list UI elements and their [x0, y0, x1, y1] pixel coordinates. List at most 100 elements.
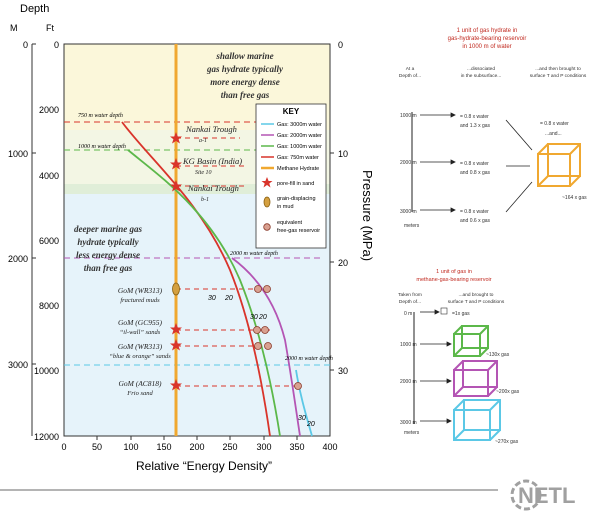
- wd1000-label: 1000 m water depth: [78, 144, 126, 150]
- free-gas-marker: [254, 285, 262, 293]
- svg-text:~270x gas: ~270x gas: [495, 439, 519, 445]
- x-tick: 250: [222, 442, 237, 452]
- mpa-tick: 10: [338, 149, 348, 159]
- free-gas-marker: [263, 285, 271, 293]
- x-axis-title: Relative “Energy Density”: [136, 459, 272, 473]
- m-tick: 2000: [8, 254, 28, 264]
- svg-text:3000 m: 3000 m: [400, 209, 417, 215]
- svg-text:~130x gas: ~130x gas: [486, 352, 510, 358]
- ft-tick: 4000: [39, 171, 59, 181]
- svg-text:...and brought to: ...and brought to: [459, 292, 494, 298]
- key-label-2000: Gas: 2000m water: [277, 133, 322, 139]
- grain-displacing-marker: [172, 282, 180, 296]
- svg-text:= 0.8 x water: = 0.8 x water: [540, 121, 569, 127]
- svg-text:1000 m: 1000 m: [400, 342, 417, 348]
- curve-label: 30: [250, 314, 258, 321]
- svg-text:...and...: ...and...: [545, 131, 562, 137]
- m-tick: 0: [23, 40, 28, 50]
- svg-text:hydrate typically: hydrate typically: [77, 237, 139, 247]
- netl-logo: NETL: [510, 479, 575, 511]
- m-unit-label: M: [10, 23, 18, 33]
- mpa-tick: 0: [338, 40, 343, 50]
- svg-text:in mud: in mud: [277, 204, 294, 210]
- svg-text:surface T and P conditions: surface T and P conditions: [448, 299, 505, 305]
- svg-text:Taken from: Taken from: [398, 292, 422, 298]
- svg-text:...and then brought to: ...and then brought to: [535, 66, 581, 72]
- key-grain-icon: [263, 196, 271, 208]
- mpa-ticks: 0 10 20 30: [338, 40, 348, 376]
- svg-text:~200x gas: ~200x gas: [496, 389, 520, 395]
- x-tick: 50: [92, 442, 102, 452]
- x-tick: 100: [123, 442, 138, 452]
- svg-text:1000 m: 1000 m: [400, 113, 417, 119]
- key-title: KEY: [283, 107, 300, 116]
- deeper-annotation: deeper marine gas hydrate typically less…: [74, 224, 142, 273]
- ft-unit-label: Ft: [46, 23, 54, 33]
- svg-text:in the subsurface...: in the subsurface...: [461, 73, 502, 79]
- gas-cube-2000m: [453, 360, 498, 397]
- x-ticks: 0 50 100 150 200 250 300 350 400: [61, 442, 337, 452]
- svg-text:0 m: 0 m: [404, 311, 412, 317]
- svg-text:= 0.8 x water: = 0.8 x water: [460, 161, 489, 167]
- svg-text:and 0.6 x gas: and 0.6 x gas: [460, 218, 491, 224]
- star-marker: [170, 323, 182, 335]
- star-marker: [170, 379, 182, 391]
- svg-text:methane-gas-bearing reservoir: methane-gas-bearing reservoir: [416, 277, 491, 283]
- site-labels: Nankai Trough a-1 KG Basin (India) Site …: [109, 124, 242, 397]
- svg-text:in 1000 m of water: in 1000 m of water: [462, 44, 511, 50]
- star-marker: [170, 339, 182, 351]
- x-tick: 350: [289, 442, 304, 452]
- svg-text:2000 m: 2000 m: [400, 160, 417, 166]
- svg-text:2000 m: 2000 m: [400, 379, 417, 385]
- x-tick: 150: [156, 442, 171, 452]
- kg-basin-label: KG Basin (India): [182, 156, 242, 166]
- m-tick: 3000: [8, 360, 28, 370]
- ft-tick: 10000: [34, 366, 59, 376]
- hydrate-gas-cube: [537, 143, 581, 187]
- hydrate-diagram-title: 1 unit of gas hydrate in gas-hydrate-bea…: [448, 28, 527, 50]
- markers: [170, 132, 302, 391]
- gom-wr313a-label: GoM (WR313): [118, 286, 163, 295]
- curve-label: 30: [298, 415, 306, 422]
- site-lines: [176, 137, 298, 387]
- x-tick: 0: [61, 442, 66, 452]
- curve-label: 20: [224, 295, 233, 302]
- key-label-grain: grain-displacing: [277, 196, 316, 202]
- gom-wr313b-label: GoM (WR313): [118, 342, 163, 351]
- star-marker: [170, 158, 182, 170]
- svg-text:“blue & orange” sands: “blue & orange” sands: [109, 353, 171, 360]
- gas-3000m-curve: [295, 369, 313, 437]
- svg-text:...dissociated: ...dissociated: [467, 66, 495, 72]
- hydrate-stability-band: [64, 184, 330, 194]
- ft-tick: 12000: [34, 432, 59, 442]
- svg-text:“il-wall” sands: “il-wall” sands: [120, 329, 161, 336]
- key-label-3000: Gas: 3000m water: [277, 122, 322, 128]
- wd3000-label: 2000 m water depth: [285, 356, 333, 362]
- gas-cube-1000m: [453, 325, 489, 357]
- svg-text:fractured muds: fractured muds: [120, 297, 160, 304]
- wd2000-label: 2000 m water depth: [230, 251, 278, 257]
- mpa-tick-marks: [330, 152, 334, 371]
- svg-text:At a: At a: [406, 66, 415, 72]
- svg-text:1 unit of gas in: 1 unit of gas in: [436, 269, 472, 275]
- ft-ticks: 0 2000 4000 6000 8000 10000 12000: [34, 40, 59, 442]
- free-gas-marker: [261, 326, 269, 334]
- mpa-tick: 20: [338, 258, 348, 268]
- svg-text:than free gas: than free gas: [221, 90, 270, 100]
- svg-text:b-1: b-1: [201, 197, 209, 203]
- nankai-b-label: Nankai Trough: [187, 183, 239, 193]
- svg-text:gas-hydrate-bearing reservoir: gas-hydrate-bearing reservoir: [448, 36, 527, 42]
- free-gas-marker: [254, 342, 262, 350]
- x-tick-marks: [96, 436, 298, 440]
- netl-wordmark: NETL: [518, 483, 575, 508]
- svg-text:Depth of...: Depth of...: [399, 299, 421, 305]
- free-gas-diagram-title: 1 unit of gas in methane-gas-bearing res…: [416, 269, 491, 283]
- free-gas-marker: [294, 382, 302, 390]
- x-tick: 400: [322, 442, 337, 452]
- star-marker: [170, 132, 182, 144]
- key-label-hydrate: Methane Hydrate: [277, 166, 319, 172]
- svg-text:=1x gas: =1x gas: [452, 311, 470, 317]
- svg-text:shallow marine: shallow marine: [215, 51, 273, 61]
- curve-label: 20: [306, 421, 315, 428]
